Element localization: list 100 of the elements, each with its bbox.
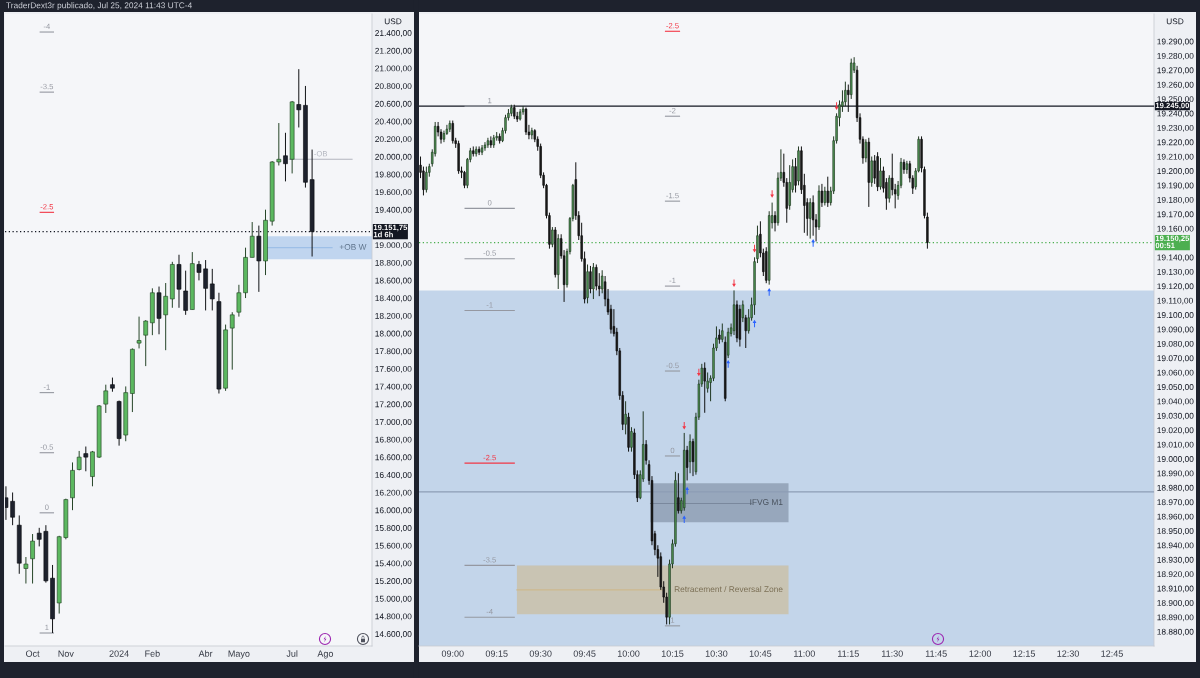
- y-tick-label: 16.400,00: [375, 472, 412, 479]
- y-tick-label: 19.200,00: [1157, 168, 1194, 176]
- y-tick-label: 17.800,00: [375, 348, 412, 356]
- y-tick-label: 20.800,00: [375, 83, 412, 91]
- y-tick-label: 19.290,00: [1157, 38, 1194, 46]
- x-tick-label: 09:00: [441, 650, 464, 657]
- y-tick-label: 19.080,00: [1157, 340, 1194, 348]
- x-tick-label: 12:45: [1101, 650, 1123, 657]
- series-label: Retracement / Reversal Zone: [674, 585, 783, 593]
- y-tick-label: 18.950,00: [1157, 528, 1194, 535]
- y-tick-label: 21.400,00: [375, 30, 412, 37]
- y-axis-title: USD: [384, 18, 402, 25]
- y-tick-label: 18.990,00: [1157, 470, 1194, 478]
- y-tick-label: 18.980,00: [1157, 484, 1194, 492]
- x-tick-label: Oct: [25, 650, 40, 657]
- y-tick-label: 19.120,00: [1157, 283, 1194, 291]
- x-tick-label: Feb: [145, 650, 160, 657]
- x-tick-label: 12:15: [1013, 650, 1036, 657]
- x-tick-label: 09:45: [573, 650, 596, 657]
- x-tick-label: 12:30: [1057, 650, 1079, 657]
- x-tick-label: Ago: [317, 650, 334, 659]
- y-axis-title: USD: [1166, 18, 1184, 25]
- y-tick-label: 19.140,00: [1157, 254, 1194, 262]
- y-tick-label: 17.200,00: [375, 401, 412, 409]
- y-tick-label: 19.600,00: [375, 189, 412, 197]
- y-tick-label: 19.170,00: [1157, 211, 1194, 219]
- x-tick-label: 11:30: [881, 650, 903, 657]
- y-tick-label: 19.160,00: [1157, 225, 1194, 233]
- y-tick-label: 19.060,00: [1157, 369, 1194, 377]
- y-tick-label: 18.880,00: [1157, 628, 1194, 636]
- y-tick-label: 17.000,00: [375, 418, 412, 426]
- y-tick-label: 19.020,00: [1157, 427, 1194, 435]
- x-tick-label: 11:00: [794, 650, 815, 657]
- y-tick-label: 18.910,00: [1157, 585, 1194, 593]
- y-tick-label: 19.180,00: [1157, 196, 1194, 204]
- y-tick-label: 19.100,00: [1157, 312, 1194, 319]
- series-label: +OB W: [339, 244, 367, 250]
- y-tick-label: 19.270,00: [1157, 67, 1194, 75]
- y-tick-label: 14.800,00: [375, 613, 412, 621]
- y-tick-label: 18.930,00: [1157, 556, 1194, 564]
- y-tick-label: 21.000,00: [375, 65, 412, 73]
- y-tick-label: 19.240,00: [1157, 110, 1194, 118]
- y-tick-label: 19.030,00: [1157, 412, 1194, 420]
- y-tick-label: 16.200,00: [375, 489, 412, 497]
- y-tick-label: 19.230,00: [1157, 124, 1194, 132]
- y-tick-label: 19.280,00: [1157, 52, 1194, 60]
- y-tick-label: 20.400,00: [375, 118, 412, 126]
- y-tick-label: 20.000,00: [375, 153, 412, 161]
- y-tick-label: 19.040,00: [1157, 398, 1194, 406]
- y-tick-label: 17.400,00: [375, 383, 412, 391]
- x-tick-label: 09:30: [529, 650, 552, 657]
- y-tick-label: 14.600,00: [375, 631, 412, 638]
- x-tick-label: 10:30: [705, 650, 728, 657]
- x-tick-label: Jul: [286, 650, 298, 657]
- y-tick-label: 19.110,00: [1157, 297, 1193, 305]
- x-tick-label: 10:15: [661, 650, 684, 657]
- x-tick-label: 11:15: [838, 650, 859, 657]
- text: TraderDext3r publicado, Jul 25, 2024 11:43 UTC-4: [6, 2, 192, 10]
- y-tick-label: 15.200,00: [375, 578, 412, 585]
- x-tick-label: Mayo: [228, 650, 250, 659]
- y-tick-label: 15.000,00: [375, 595, 412, 603]
- x-tick-label: 10:45: [749, 650, 772, 657]
- y-tick-label: 19.000,00: [1157, 456, 1194, 463]
- y-tick-label: 18.960,00: [1157, 513, 1194, 521]
- y-tick-label: 18.900,00: [1157, 600, 1194, 607]
- y-tick-label: 21.200,00: [375, 47, 412, 55]
- y-tick-label: 19.000,00: [375, 242, 412, 250]
- y-tick-label: 15.400,00: [375, 560, 412, 568]
- y-tick-label: 20.600,00: [375, 100, 412, 108]
- y-tick-label: 17.600,00: [375, 365, 412, 373]
- y-tick-label: 19.800,00: [375, 171, 412, 179]
- y-tick-label: 15.600,00: [375, 542, 412, 550]
- y-tick-label: 19.090,00: [1157, 326, 1194, 334]
- x-tick-label: Abr: [198, 650, 213, 657]
- y-tick-label: 18.200,00: [375, 312, 412, 320]
- x-tick-label: Nov: [58, 650, 74, 657]
- y-tick-label: 19.400,00: [375, 206, 412, 214]
- y-tick-label: 18.800,00: [375, 259, 412, 267]
- y-tick-label: 18.600,00: [375, 277, 412, 285]
- y-tick-label: 18.890,00: [1157, 614, 1194, 622]
- y-tick-label: 19.130,00: [1157, 268, 1194, 276]
- y-tick-label: 15.800,00: [375, 525, 412, 532]
- x-tick-label: 12:00: [969, 650, 992, 657]
- x-tick-label: 09:15: [485, 650, 508, 657]
- y-tick-label: 18.920,00: [1157, 571, 1194, 579]
- y-tick-label: 18.970,00: [1157, 499, 1194, 507]
- y-tick-label: 18.000,00: [375, 330, 412, 338]
- y-tick-label: 16.600,00: [375, 454, 412, 462]
- y-tick-label: 19.010,00: [1157, 441, 1194, 449]
- y-tick-label: 18.400,00: [375, 295, 412, 303]
- y-tick-label: 20.200,00: [375, 136, 412, 144]
- y-tick-label: 19.220,00: [1157, 139, 1194, 147]
- y-tick-label: 19.070,00: [1157, 355, 1194, 363]
- y-tick-label: 16.000,00: [375, 507, 412, 515]
- y-tick-label: 19.210,00: [1157, 153, 1194, 161]
- y-tick-label: 19.050,00: [1157, 384, 1194, 391]
- y-tick-label: 18.940,00: [1157, 542, 1194, 550]
- x-tick-label: 2024: [109, 650, 129, 657]
- x-tick-label: 11:45: [925, 650, 947, 657]
- x-tick-label: 10:00: [617, 650, 640, 657]
